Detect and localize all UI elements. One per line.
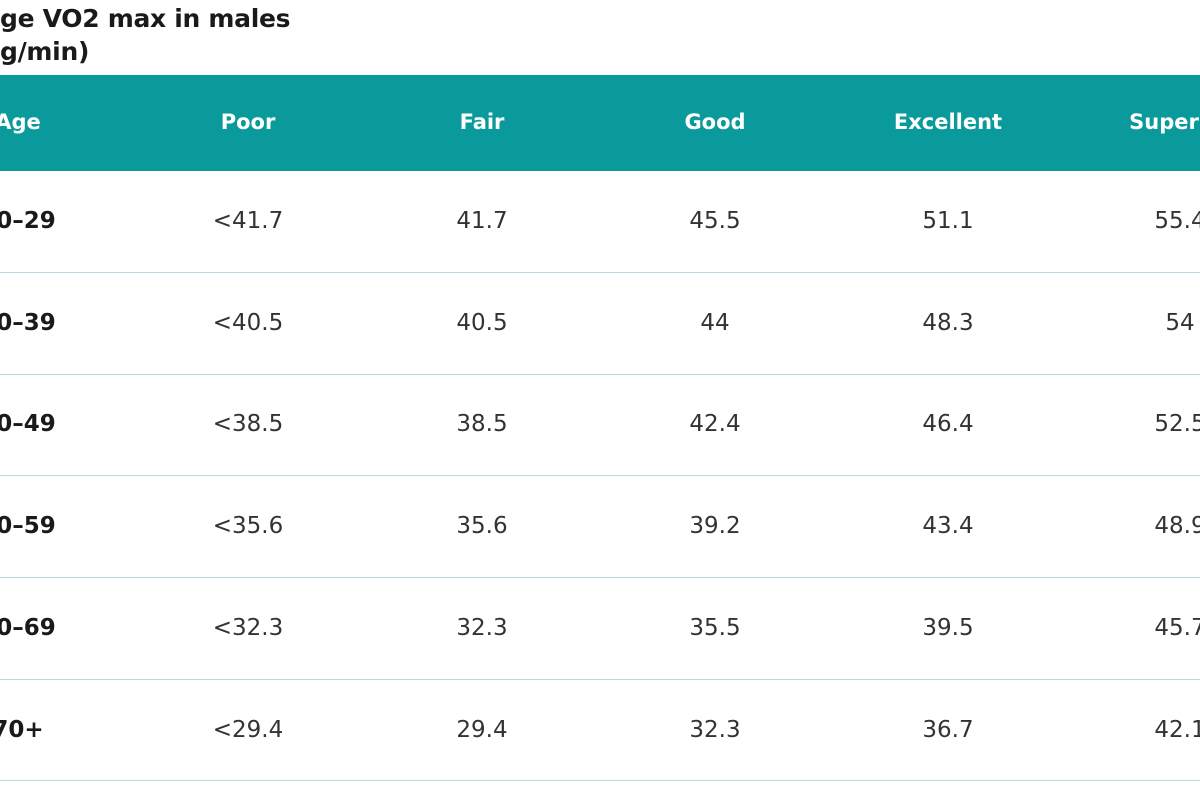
- table-cell: <29.4: [212, 716, 284, 743]
- row-divider: [0, 577, 1200, 578]
- table-cell: 54: [1165, 309, 1195, 336]
- table-header: [0, 75, 1200, 171]
- table-cell: 51.1: [922, 208, 974, 234]
- row-label: 50–59: [0, 513, 56, 540]
- row-divider: [0, 272, 1200, 273]
- row-label: 40–49: [0, 411, 56, 438]
- table-cell: 48.9: [1154, 513, 1200, 540]
- table-cell: 55.4: [1154, 208, 1200, 234]
- table-cell: <32.3: [212, 614, 284, 641]
- table-cell: 42.1: [1154, 716, 1200, 743]
- table-cell: 36.7: [922, 716, 974, 743]
- column-header: Superior: [1129, 110, 1200, 134]
- table-cell: 32.3: [689, 716, 741, 743]
- table-cell: 43.4: [922, 513, 974, 540]
- row-divider: [0, 475, 1200, 476]
- table-cell: 39.2: [689, 513, 741, 540]
- column-header: Age: [0, 110, 41, 134]
- column-header: Fair: [459, 110, 505, 134]
- row-divider: [0, 780, 1200, 781]
- table-cell: 45.7: [1154, 614, 1200, 641]
- row-label: 20–29: [0, 208, 56, 234]
- table-cell: 48.3: [922, 309, 974, 336]
- table-cell: <35.6: [212, 513, 284, 540]
- column-header: Good: [684, 110, 746, 134]
- row-label: 60–69: [0, 614, 56, 641]
- column-header: Poor: [220, 110, 276, 134]
- row-label: 70+: [0, 716, 44, 743]
- table-cell: 32.3: [456, 614, 508, 641]
- table-cell: 41.7: [456, 208, 508, 234]
- title-line: ge VO2 max in males: [0, 4, 291, 33]
- table-cell: 35.5: [689, 614, 741, 641]
- table-cell: 42.4: [689, 411, 741, 438]
- table-cell: 45.5: [689, 208, 741, 234]
- table-cell: <41.7: [212, 208, 284, 234]
- column-header: Excellent: [893, 110, 1003, 134]
- table-cell: 35.6: [456, 513, 508, 540]
- table-cell: 52.5: [1154, 411, 1200, 438]
- table-cell: 44: [700, 309, 730, 336]
- title-line: g/min): [0, 37, 90, 66]
- table-cell: 39.5: [922, 614, 974, 641]
- row-divider: [0, 374, 1200, 375]
- table-cell: <40.5: [212, 309, 284, 336]
- table-cell: 46.4: [922, 411, 974, 438]
- row-divider: [0, 679, 1200, 680]
- table-cell: 38.5: [456, 411, 508, 438]
- table-cell: 29.4: [456, 716, 508, 743]
- row-label: 30–39: [0, 309, 56, 336]
- table-cell: 40.5: [456, 309, 508, 336]
- table-cell: <38.5: [212, 411, 284, 438]
